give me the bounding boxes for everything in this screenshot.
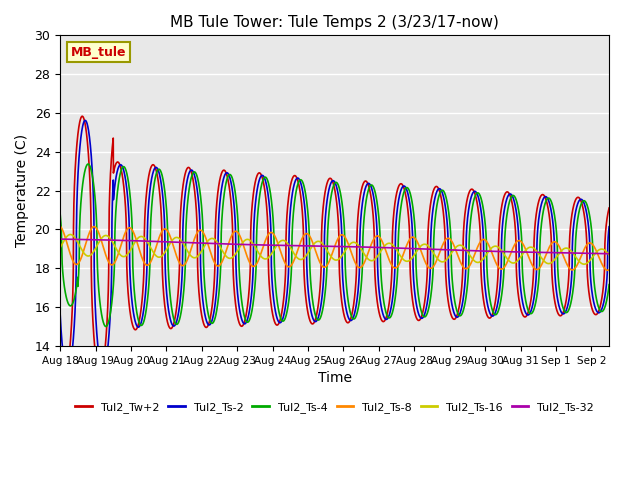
Tul2_Tw+2 <box>291 173 299 179</box>
Tul2_Ts-4 <box>119 164 127 169</box>
Tul2_Ts-2 <box>63 369 71 374</box>
Tul2_Tw+2 <box>267 301 275 307</box>
Tul2_Tw+2 <box>152 166 159 172</box>
Tul2_Ts-2 <box>536 210 543 216</box>
Tul2_Ts-8 <box>56 223 64 229</box>
Legend: Tul2_Tw+2, Tul2_Ts-2, Tul2_Ts-4, Tul2_Ts-8, Tul2_Ts-16, Tul2_Ts-32: Tul2_Tw+2, Tul2_Ts-2, Tul2_Ts-4, Tul2_Ts… <box>71 398 598 418</box>
Tul2_Ts-4 <box>536 264 543 269</box>
Title: MB Tule Tower: Tule Temps 2 (3/23/17-now): MB Tule Tower: Tule Temps 2 (3/23/17-now… <box>170 15 499 30</box>
Tul2_Ts-32 <box>267 242 275 248</box>
Tul2_Ts-32 <box>605 251 613 257</box>
Tul2_Ts-16 <box>56 245 64 251</box>
Tul2_Ts-8 <box>119 237 127 242</box>
Tul2_Ts-8 <box>605 267 613 273</box>
Tul2_Ts-16 <box>267 252 275 258</box>
Tul2_Tw+2 <box>56 354 64 360</box>
Tul2_Ts-2 <box>595 310 602 316</box>
Line: Tul2_Ts-16: Tul2_Ts-16 <box>60 235 609 264</box>
Tul2_Ts-2 <box>152 165 159 170</box>
Text: MB_tule: MB_tule <box>71 46 127 59</box>
Tul2_Ts-2 <box>81 118 89 123</box>
Tul2_Ts-4 <box>102 324 109 329</box>
Tul2_Ts-32 <box>56 236 64 242</box>
Tul2_Ts-16 <box>119 253 127 259</box>
Tul2_Ts-4 <box>152 173 159 179</box>
Tul2_Ts-8 <box>291 256 298 262</box>
Tul2_Ts-4 <box>267 194 275 200</box>
Tul2_Tw+2 <box>119 178 127 184</box>
X-axis label: Time: Time <box>317 371 351 385</box>
Tul2_Ts-8 <box>152 247 159 252</box>
Tul2_Ts-32 <box>119 238 127 243</box>
Tul2_Tw+2 <box>595 308 602 314</box>
Tul2_Ts-16 <box>291 252 298 257</box>
Tul2_Ts-16 <box>605 252 613 258</box>
Tul2_Ts-8 <box>604 267 611 273</box>
Tul2_Ts-32 <box>535 250 543 255</box>
Tul2_Ts-16 <box>595 247 602 253</box>
Line: Tul2_Ts-32: Tul2_Ts-32 <box>60 239 609 254</box>
Line: Tul2_Tw+2: Tul2_Tw+2 <box>60 116 609 376</box>
Tul2_Ts-4 <box>84 161 92 167</box>
Tul2_Ts-2 <box>291 180 299 185</box>
Tul2_Ts-16 <box>67 232 74 238</box>
Tul2_Ts-2 <box>605 224 613 229</box>
Tul2_Ts-8 <box>535 265 543 271</box>
Tul2_Ts-16 <box>536 252 543 258</box>
Line: Tul2_Ts-4: Tul2_Ts-4 <box>60 164 609 326</box>
Line: Tul2_Ts-8: Tul2_Ts-8 <box>60 226 609 270</box>
Tul2_Ts-4 <box>605 282 613 288</box>
Tul2_Ts-16 <box>580 261 588 267</box>
Tul2_Tw+2 <box>605 205 613 211</box>
Tul2_Tw+2 <box>61 373 68 379</box>
Y-axis label: Temperature (C): Temperature (C) <box>15 134 29 247</box>
Tul2_Ts-16 <box>152 252 159 258</box>
Tul2_Ts-8 <box>267 229 275 235</box>
Tul2_Ts-2 <box>267 232 275 238</box>
Tul2_Tw+2 <box>536 196 543 202</box>
Tul2_Ts-4 <box>56 211 64 216</box>
Line: Tul2_Ts-2: Tul2_Ts-2 <box>60 120 609 372</box>
Tul2_Ts-32 <box>595 251 602 256</box>
Tul2_Ts-2 <box>119 166 127 171</box>
Tul2_Ts-4 <box>595 305 602 311</box>
Tul2_Ts-32 <box>152 239 159 244</box>
Tul2_Tw+2 <box>79 113 86 119</box>
Tul2_Ts-2 <box>56 311 64 317</box>
Tul2_Ts-32 <box>291 243 298 249</box>
Tul2_Ts-8 <box>595 252 602 258</box>
Tul2_Ts-4 <box>291 197 299 203</box>
